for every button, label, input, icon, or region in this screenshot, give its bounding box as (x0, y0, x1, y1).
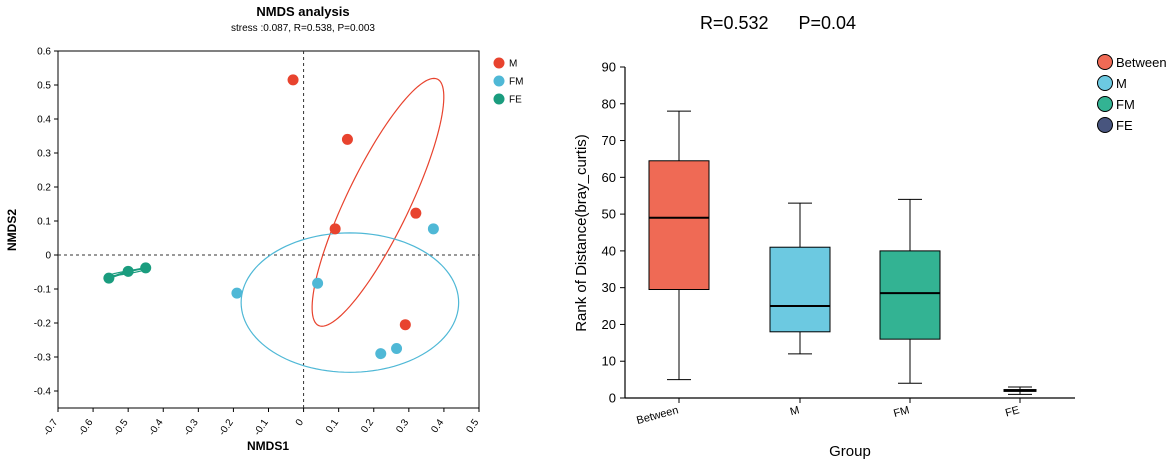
nmds-subtitle: stress :0.087, R=0.538, P=0.003 (231, 23, 375, 34)
nmds-legend: M FM FE (493, 57, 523, 106)
x-tick-label: -0.1 (252, 417, 271, 438)
y-tick-label: 0.1 (37, 217, 51, 228)
point-fm (375, 348, 387, 360)
legend-marker-fm (493, 75, 505, 87)
boxplot-x-axis: Between M FM FE (635, 398, 1021, 427)
point-fe (122, 265, 134, 277)
y-tick-label: 0.2 (37, 183, 51, 194)
y-tick-label: -0.1 (34, 285, 52, 296)
point-m (287, 74, 299, 86)
legend-marker-fm (1097, 96, 1113, 112)
y-tick-label: 20 (602, 317, 616, 332)
y-tick-label: 10 (602, 354, 616, 369)
ellipse-m (311, 77, 445, 327)
point-m (410, 207, 422, 219)
y-tick-label: 50 (602, 207, 616, 222)
y-tick-label: 60 (602, 170, 616, 185)
boxplot-boxes (648, 110, 1037, 395)
y-tick-label: -0.2 (34, 319, 52, 330)
y-tick-label: 80 (602, 96, 616, 111)
nmds-y-label: NMDS2 (5, 209, 19, 251)
point-m (329, 223, 341, 235)
y-tick-label: 70 (602, 133, 616, 148)
y-tick-label: 90 (602, 60, 616, 75)
legend-marker-fe (1097, 117, 1113, 133)
point-fm (427, 223, 439, 235)
nmds-x-label: NMDS1 (247, 439, 289, 453)
legend-label-fe: FE (1116, 118, 1133, 133)
box-between (648, 160, 710, 291)
nmds-reference-lines (58, 51, 479, 408)
y-tick-label: 0.6 (37, 47, 51, 58)
x-tick-label: -0.2 (217, 417, 236, 438)
x-tick-label: FE (1004, 404, 1021, 419)
point-fm (231, 287, 243, 299)
y-tick-label: 30 (602, 280, 616, 295)
y-tick-label: 0 (45, 251, 51, 262)
nmds-y-axis: -0.4 -0.3 -0.2 -0.1 0 0.1 0.2 0.3 0.4 0.5 0.6 (34, 47, 58, 398)
legend-marker-between (1097, 54, 1113, 70)
point-fm (391, 343, 403, 354)
legend-label-m: M (1116, 76, 1127, 91)
nmds-chart: NMDS analysis stress :0.087, R=0.538, P=… (5, 4, 523, 453)
x-tick-label: FM (892, 404, 910, 420)
boxplot-title: R=0.532 P=0.04 (700, 13, 856, 33)
y-tick-label: 0.3 (37, 149, 51, 160)
x-tick-label: 0.4 (429, 417, 446, 435)
y-tick-label: 40 (602, 243, 616, 258)
legend-marker-fe (493, 93, 505, 105)
x-tick-label: Between (635, 404, 679, 427)
y-tick-label: -0.3 (34, 353, 52, 364)
x-tick-label: M (789, 404, 801, 418)
x-tick-label: -0.3 (182, 417, 201, 438)
x-tick-label: -0.5 (112, 417, 131, 438)
x-tick-label: 0.5 (464, 417, 481, 435)
nmds-x-axis: -0.7 -0.6 -0.5 -0.4 -0.3 -0.2 -0.1 0 0.1 0.2 0.3 0.… (42, 408, 482, 438)
legend-label-fe: FE (509, 95, 522, 106)
box-fm (879, 250, 941, 340)
x-tick-label: 0.1 (324, 417, 341, 435)
legend-label-fm: FM (1116, 97, 1135, 112)
legend-label-fm: FM (509, 77, 523, 88)
boxplot-chart: R=0.532 P=0.04 Between M FM FE 0 10 20 30 40 50 6… (573, 13, 1167, 460)
y-tick-label: 0 (609, 391, 616, 406)
x-tick-label: -0.7 (42, 417, 61, 438)
x-tick-label: -0.6 (77, 417, 96, 438)
point-fe (140, 262, 152, 274)
point-m (341, 133, 353, 145)
boxplot-axes (624, 67, 1075, 399)
y-tick-label: -0.4 (34, 387, 52, 398)
x-tick-label: 0.2 (359, 417, 376, 435)
nmds-points (103, 74, 439, 360)
x-tick-label: 0.3 (394, 417, 411, 435)
legend-marker-m (493, 57, 505, 69)
point-fm (312, 277, 324, 289)
x-tick-label: 0 (294, 417, 306, 428)
point-fe (103, 272, 115, 284)
boxplot-legend: Between M FM FE (1097, 54, 1167, 133)
x-tick-label: -0.4 (147, 417, 166, 438)
legend-label-m: M (509, 59, 517, 70)
nmds-plot-frame (57, 50, 480, 409)
boxplot-y-axis: 0 10 20 30 40 50 60 70 80 90 (602, 60, 625, 406)
box-m (769, 246, 831, 333)
y-tick-label: 0.5 (37, 81, 51, 92)
ellipse-fm (240, 232, 460, 373)
nmds-title: NMDS analysis (256, 4, 349, 19)
legend-marker-m (1097, 75, 1113, 91)
point-m (399, 319, 411, 331)
y-tick-label: 0.4 (37, 115, 51, 126)
boxplot-x-label: Group (829, 443, 871, 460)
legend-label-between: Between (1116, 55, 1167, 70)
boxplot-y-label: Rank of Distance(bray_curtis) (573, 134, 590, 332)
